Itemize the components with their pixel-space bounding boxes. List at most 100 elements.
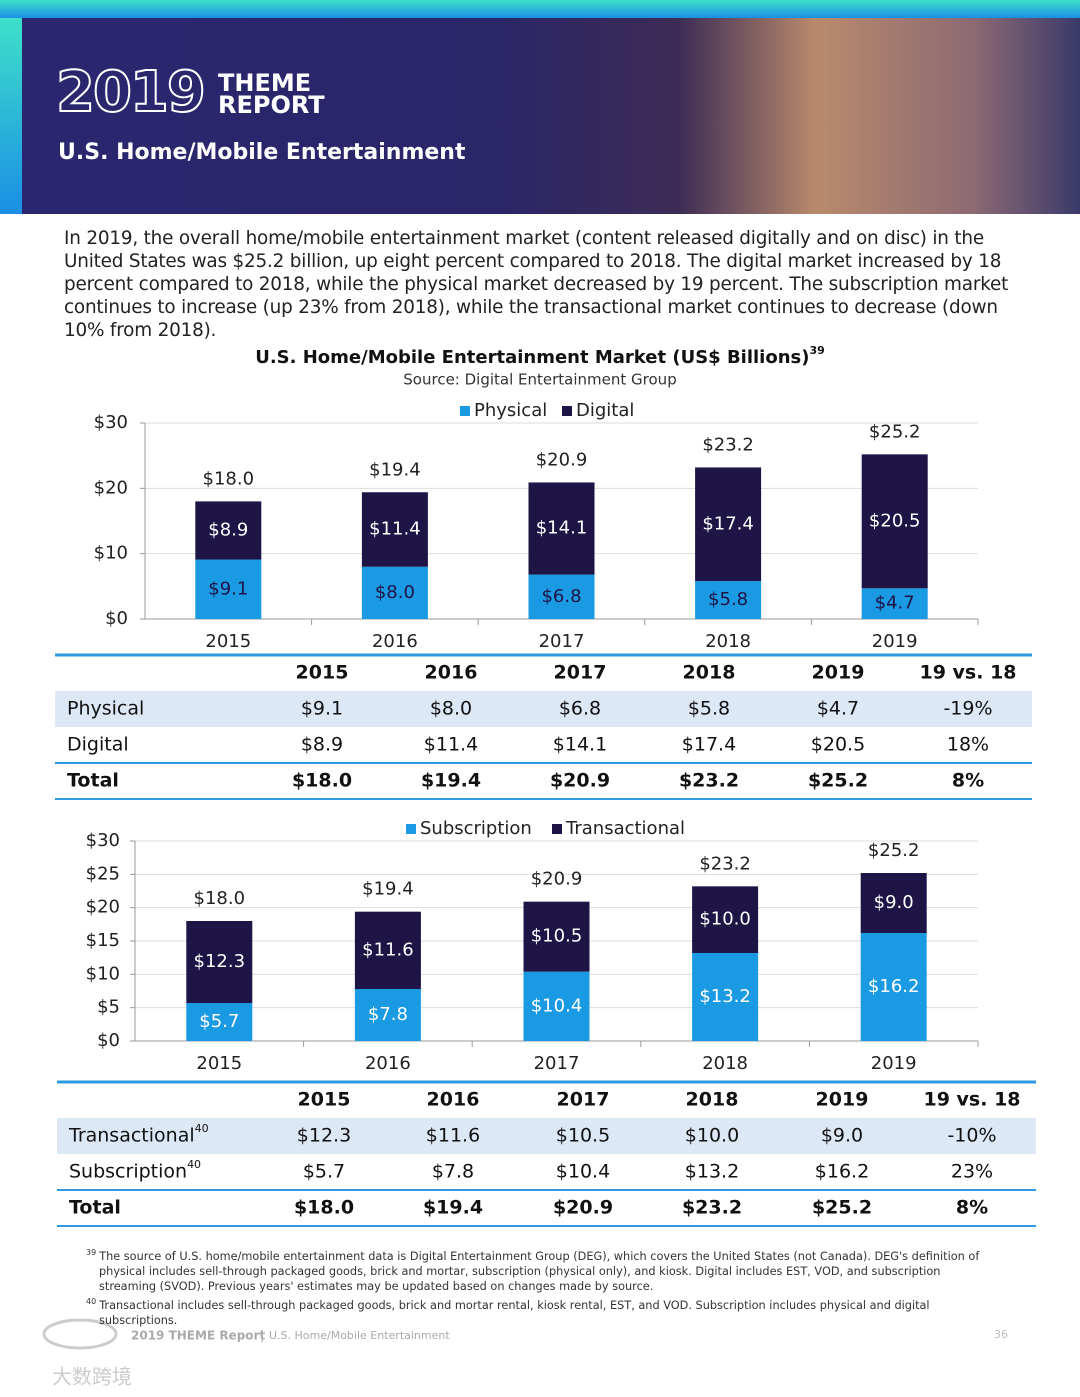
value-label: $7.8 [368,1004,408,1025]
value-label: $6.8 [541,586,581,607]
table-cell: $18.0 [294,1197,354,1219]
x-tick-label: 2019 [872,631,918,652]
x-tick-label: 2018 [702,1053,748,1074]
logo-line: THEME [218,69,311,97]
side-strip [0,18,22,214]
table-cell: $23.2 [679,770,739,792]
value-label: $14.1 [536,518,588,539]
bar-segment [861,454,928,589]
table-cell: $6.8 [559,698,601,720]
value-label: $10.5 [531,926,583,947]
footnote-text: The source of U.S. home/mobile entertain… [99,1249,980,1293]
total-label: $19.4 [362,879,414,900]
value-label: $12.3 [194,951,246,972]
bar-segment [860,873,927,933]
superscript: 39 [809,344,824,357]
column-header: 19 vs. 18 [919,662,1016,684]
x-tick-label: 2017 [534,1053,580,1074]
table-cell: $19.4 [423,1197,483,1219]
legend-label: Physical [474,400,547,421]
table-cell: $12.3 [297,1125,351,1147]
superscript: 40 [187,1158,201,1171]
total-label: $23.2 [702,434,754,455]
row-label: Subscription40 [69,1158,201,1183]
total-label: $18.0 [203,468,255,489]
table-cell: $10.0 [685,1125,739,1147]
footer-report: 2019 THEME Report [131,1329,265,1343]
table-cell: -19% [943,698,992,720]
bar-segment [528,482,595,575]
table-cell: $7.8 [432,1161,474,1183]
bar-segment [195,501,262,560]
table-cell: $10.4 [556,1161,610,1183]
table-cell: $13.2 [685,1161,739,1183]
column-header: 2015 [298,1089,351,1111]
value-label: $11.4 [369,518,421,539]
bar-segment [186,921,253,1003]
page-number: 36 [994,1328,1008,1341]
table-cell: $5.8 [688,698,730,720]
bar-segment [695,581,762,619]
value-label: $5.8 [708,589,748,610]
total-label: $20.9 [536,449,588,470]
table-cell: $20.5 [811,734,865,756]
table-cell: -10% [947,1125,996,1147]
table-cell: 23% [951,1161,993,1183]
logo-year: 2019 [56,60,204,125]
bar-segment [186,1003,253,1041]
table-cell: $11.4 [424,734,478,756]
column-header: 2017 [557,1089,610,1111]
column-header: 2016 [427,1089,480,1111]
table-cell: $5.7 [303,1161,345,1183]
value-label: $5.7 [199,1011,239,1032]
footer-separator: | [260,1329,264,1343]
table-cell: $18.0 [292,770,352,792]
value-label: $4.7 [875,593,915,614]
value-label: $10.4 [531,995,583,1016]
footnote-mark: 40 [86,1296,97,1306]
bar-segment [860,933,927,1041]
table-cell: $14.1 [553,734,607,756]
bar-segment [695,467,762,582]
table-cell: 18% [947,734,989,756]
bar-segment [692,953,759,1041]
x-tick-label: 2015 [196,1053,242,1074]
footnote-mark: 39 [86,1248,97,1257]
bar-segment [195,559,262,619]
y-tick-label: $20 [86,897,120,918]
table-cell: $16.2 [815,1161,869,1183]
row-label: Physical [67,698,144,720]
row-label: Digital [67,734,129,756]
table-cell: $11.6 [426,1125,480,1147]
table-cell: $10.5 [556,1125,610,1147]
table-cell: $4.7 [817,698,859,720]
footnote-text: Transactional includes sell-through pack… [99,1298,930,1327]
value-label: $10.0 [699,909,751,930]
x-tick-label: 2016 [372,631,418,652]
y-tick-label: $15 [86,930,120,951]
column-header: 2017 [554,662,607,684]
legend-label: Subscription [420,818,532,839]
total-label: $25.2 [868,840,920,861]
table-cell: 8% [956,1197,988,1219]
footnote: 39 The source of U.S. home/mobile enterta… [86,1245,986,1294]
footnotes: 39 The source of U.S. home/mobile enterta… [86,1245,986,1328]
column-header: 2018 [683,662,736,684]
value-label: $9.0 [874,892,914,913]
legend-swatch [406,824,416,834]
x-tick-label: 2017 [539,631,585,652]
value-label: $13.2 [699,986,751,1007]
table-cell: $17.4 [682,734,736,756]
bar-segment [523,901,590,972]
logo-line: REPORT [218,91,325,119]
top-strip [0,0,1080,18]
table-cell: $20.9 [550,770,610,792]
table-cell: $25.2 [808,770,868,792]
bar-segment [354,989,421,1041]
footer-logo [42,1318,118,1350]
row-label: Transactional40 [68,1122,209,1147]
x-tick-label: 2018 [705,631,751,652]
row-label: Total [69,1197,121,1219]
bar-segment [361,492,428,567]
